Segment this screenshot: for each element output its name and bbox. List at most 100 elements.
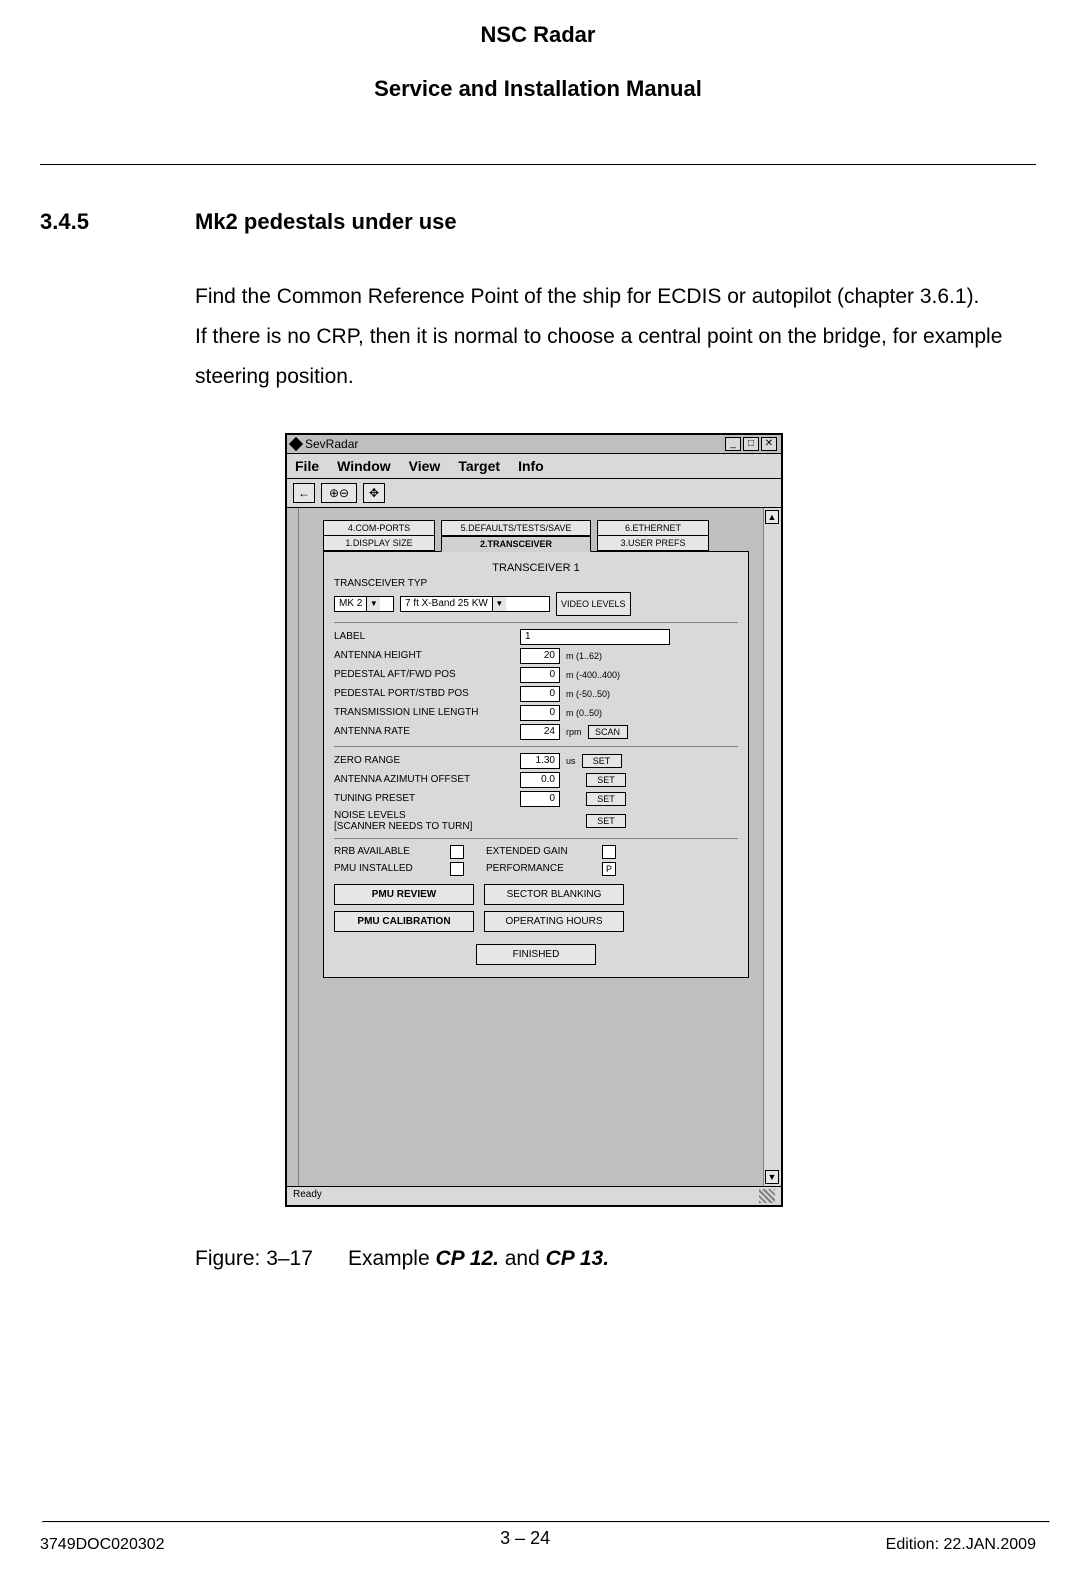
rule-top: [40, 164, 1036, 165]
label-field[interactable]: 1: [520, 629, 670, 645]
rate-unit: rpm: [566, 727, 582, 737]
tuning-field[interactable]: 0: [520, 791, 560, 807]
az-field[interactable]: 0.0: [520, 772, 560, 788]
rrb-label: RRB AVAILABLE: [334, 846, 444, 857]
close-button[interactable]: ✕: [761, 437, 777, 451]
figure-cp12: CP 12.: [435, 1247, 498, 1270]
figure-text-1: Example: [348, 1247, 436, 1270]
perf-label: PERFORMANCE: [486, 863, 596, 874]
statusbar: Ready: [287, 1186, 781, 1205]
doc-title: NSC Radar: [40, 22, 1036, 48]
zero-field[interactable]: 1.30: [520, 753, 560, 769]
menu-window[interactable]: Window: [337, 458, 391, 474]
figure-screenshot: SevRadar _ □ ✕ File Window View Target I…: [285, 433, 1036, 1207]
tuning-label: TUNING PRESET: [334, 793, 514, 804]
aftfwd-unit: m (-400..400): [566, 670, 620, 680]
aftfwd-field[interactable]: 0: [520, 667, 560, 683]
portstbd-unit: m (-50..50): [566, 689, 610, 699]
footer: 3749DOC020302 3 – 24 Edition: 22.JAN.200…: [40, 1536, 1036, 1557]
window-title: SevRadar: [305, 437, 358, 451]
sector-blanking-button[interactable]: SECTOR BLANKING: [484, 884, 624, 905]
typ-dd1-text: MK 2: [335, 598, 366, 609]
rate-field[interactable]: 24: [520, 724, 560, 740]
portstbd-label: PEDESTAL PORT/STBD POS: [334, 688, 514, 699]
tab-display-size[interactable]: 1.DISPLAY SIZE: [323, 535, 435, 551]
zoom-buttons[interactable]: ⊕⊖: [321, 483, 357, 503]
left-gutter: [287, 508, 299, 1186]
height-unit: m (1..62): [566, 651, 602, 661]
panel-heading: TRANSCEIVER 1: [334, 562, 738, 574]
chevron-down-icon[interactable]: ▼: [492, 597, 506, 611]
pmu-calibration-button[interactable]: PMU CALIBRATION: [334, 911, 474, 932]
pmu-review-button[interactable]: PMU REVIEW: [334, 884, 474, 905]
tab-transceiver[interactable]: 2.TRANSCEIVER: [441, 536, 591, 552]
tab-defaults[interactable]: 5.DEFAULTS/TESTS/SAVE: [441, 520, 591, 536]
rrb-checkbox[interactable]: [450, 845, 464, 859]
resize-grip-icon[interactable]: [759, 1189, 775, 1203]
rate-label: ANTENNA RATE: [334, 726, 514, 737]
status-text: Ready: [293, 1189, 322, 1203]
az-set-button[interactable]: SET: [586, 773, 626, 787]
typ-dropdown-1[interactable]: MK 2 ▼: [334, 596, 394, 612]
maximize-button[interactable]: □: [743, 437, 759, 451]
tab-com-ports[interactable]: 4.COM-PORTS: [323, 520, 435, 536]
chevron-down-icon[interactable]: ▼: [366, 597, 380, 611]
window-icon: [289, 437, 303, 451]
back-button[interactable]: ←: [293, 483, 315, 503]
paragraph-2: If there is no CRP, then it is normal to…: [195, 317, 1015, 397]
az-label: ANTENNA AZIMUTH OFFSET: [334, 774, 514, 785]
finished-button[interactable]: FINISHED: [476, 944, 596, 965]
noise-label: NOISE LEVELS [SCANNER NEEDS TO TURN]: [334, 810, 514, 832]
tuning-set-button[interactable]: SET: [586, 792, 626, 806]
typ-label: TRANSCEIVER TYP: [334, 578, 464, 589]
noise-set-button[interactable]: SET: [586, 814, 626, 828]
paragraph-1: Find the Common Reference Point of the s…: [195, 277, 1015, 317]
tab-ethernet[interactable]: 6.ETHERNET: [597, 520, 709, 536]
typ-dropdown-2[interactable]: 7 ft X-Band 25 KW ▼: [400, 596, 550, 612]
zero-unit: us: [566, 756, 576, 766]
app-window: SevRadar _ □ ✕ File Window View Target I…: [285, 433, 783, 1207]
section-title: Mk2 pedestals under use: [195, 209, 457, 235]
zero-label: ZERO RANGE: [334, 755, 514, 766]
titlebar: SevRadar _ □ ✕: [287, 435, 781, 454]
noise-label-2: [SCANNER NEEDS TO TURN]: [334, 821, 514, 832]
scroll-up-icon[interactable]: ▲: [765, 510, 779, 524]
menu-target[interactable]: Target: [458, 458, 500, 474]
typ-dd2-text: 7 ft X-Band 25 KW: [401, 598, 492, 609]
zero-set-button[interactable]: SET: [582, 754, 622, 768]
scroll-down-icon[interactable]: ▼: [765, 1170, 779, 1184]
height-field[interactable]: 20: [520, 648, 560, 664]
operating-hours-button[interactable]: OPERATING HOURS: [484, 911, 624, 932]
menu-info[interactable]: Info: [518, 458, 544, 474]
section-number: 3.4.5: [40, 209, 195, 235]
noise-label-1: NOISE LEVELS: [334, 810, 514, 821]
grab-button[interactable]: ✥: [363, 483, 385, 503]
doc-subtitle: Service and Installation Manual: [40, 76, 1036, 102]
rule-bottom: [42, 1521, 1050, 1523]
minimize-button[interactable]: _: [725, 437, 741, 451]
tab-user-prefs[interactable]: 3.USER PREFS: [597, 535, 709, 551]
extgain-checkbox[interactable]: [602, 845, 616, 859]
footer-right: Edition: 22.JAN.2009: [886, 1536, 1036, 1557]
figure-cp13: CP 13.: [546, 1247, 609, 1270]
menu-file[interactable]: File: [295, 458, 319, 474]
label-label: LABEL: [334, 631, 514, 642]
body-text: Find the Common Reference Point of the s…: [195, 277, 1015, 397]
panel-area: 4.COM-PORTS 5.DEFAULTS/TESTS/SAVE 6.ETHE…: [299, 508, 763, 1186]
portstbd-field[interactable]: 0: [520, 686, 560, 702]
figure-caption: Figure: 3–17 Example CP 12. and CP 13.: [195, 1247, 1036, 1271]
scan-button[interactable]: SCAN: [588, 725, 628, 739]
extgain-label: EXTENDED GAIN: [486, 846, 596, 857]
perf-box[interactable]: P: [602, 862, 616, 876]
height-label: ANTENNA HEIGHT: [334, 650, 514, 661]
toolbar: ← ⊕⊖ ✥: [287, 479, 781, 508]
menu-view[interactable]: View: [409, 458, 441, 474]
pmu-checkbox[interactable]: [450, 862, 464, 876]
transceiver-panel: TRANSCEIVER 1 TRANSCEIVER TYP MK 2 ▼ 7 f…: [323, 551, 749, 978]
scrollbar[interactable]: ▲ ▼: [763, 508, 781, 1186]
video-levels-button[interactable]: VIDEO LEVELS: [556, 592, 631, 616]
aftfwd-label: PEDESTAL AFT/FWD POS: [334, 669, 514, 680]
txline-field[interactable]: 0: [520, 705, 560, 721]
menubar: File Window View Target Info: [287, 454, 781, 479]
figure-label: Figure: 3–17: [195, 1247, 313, 1270]
